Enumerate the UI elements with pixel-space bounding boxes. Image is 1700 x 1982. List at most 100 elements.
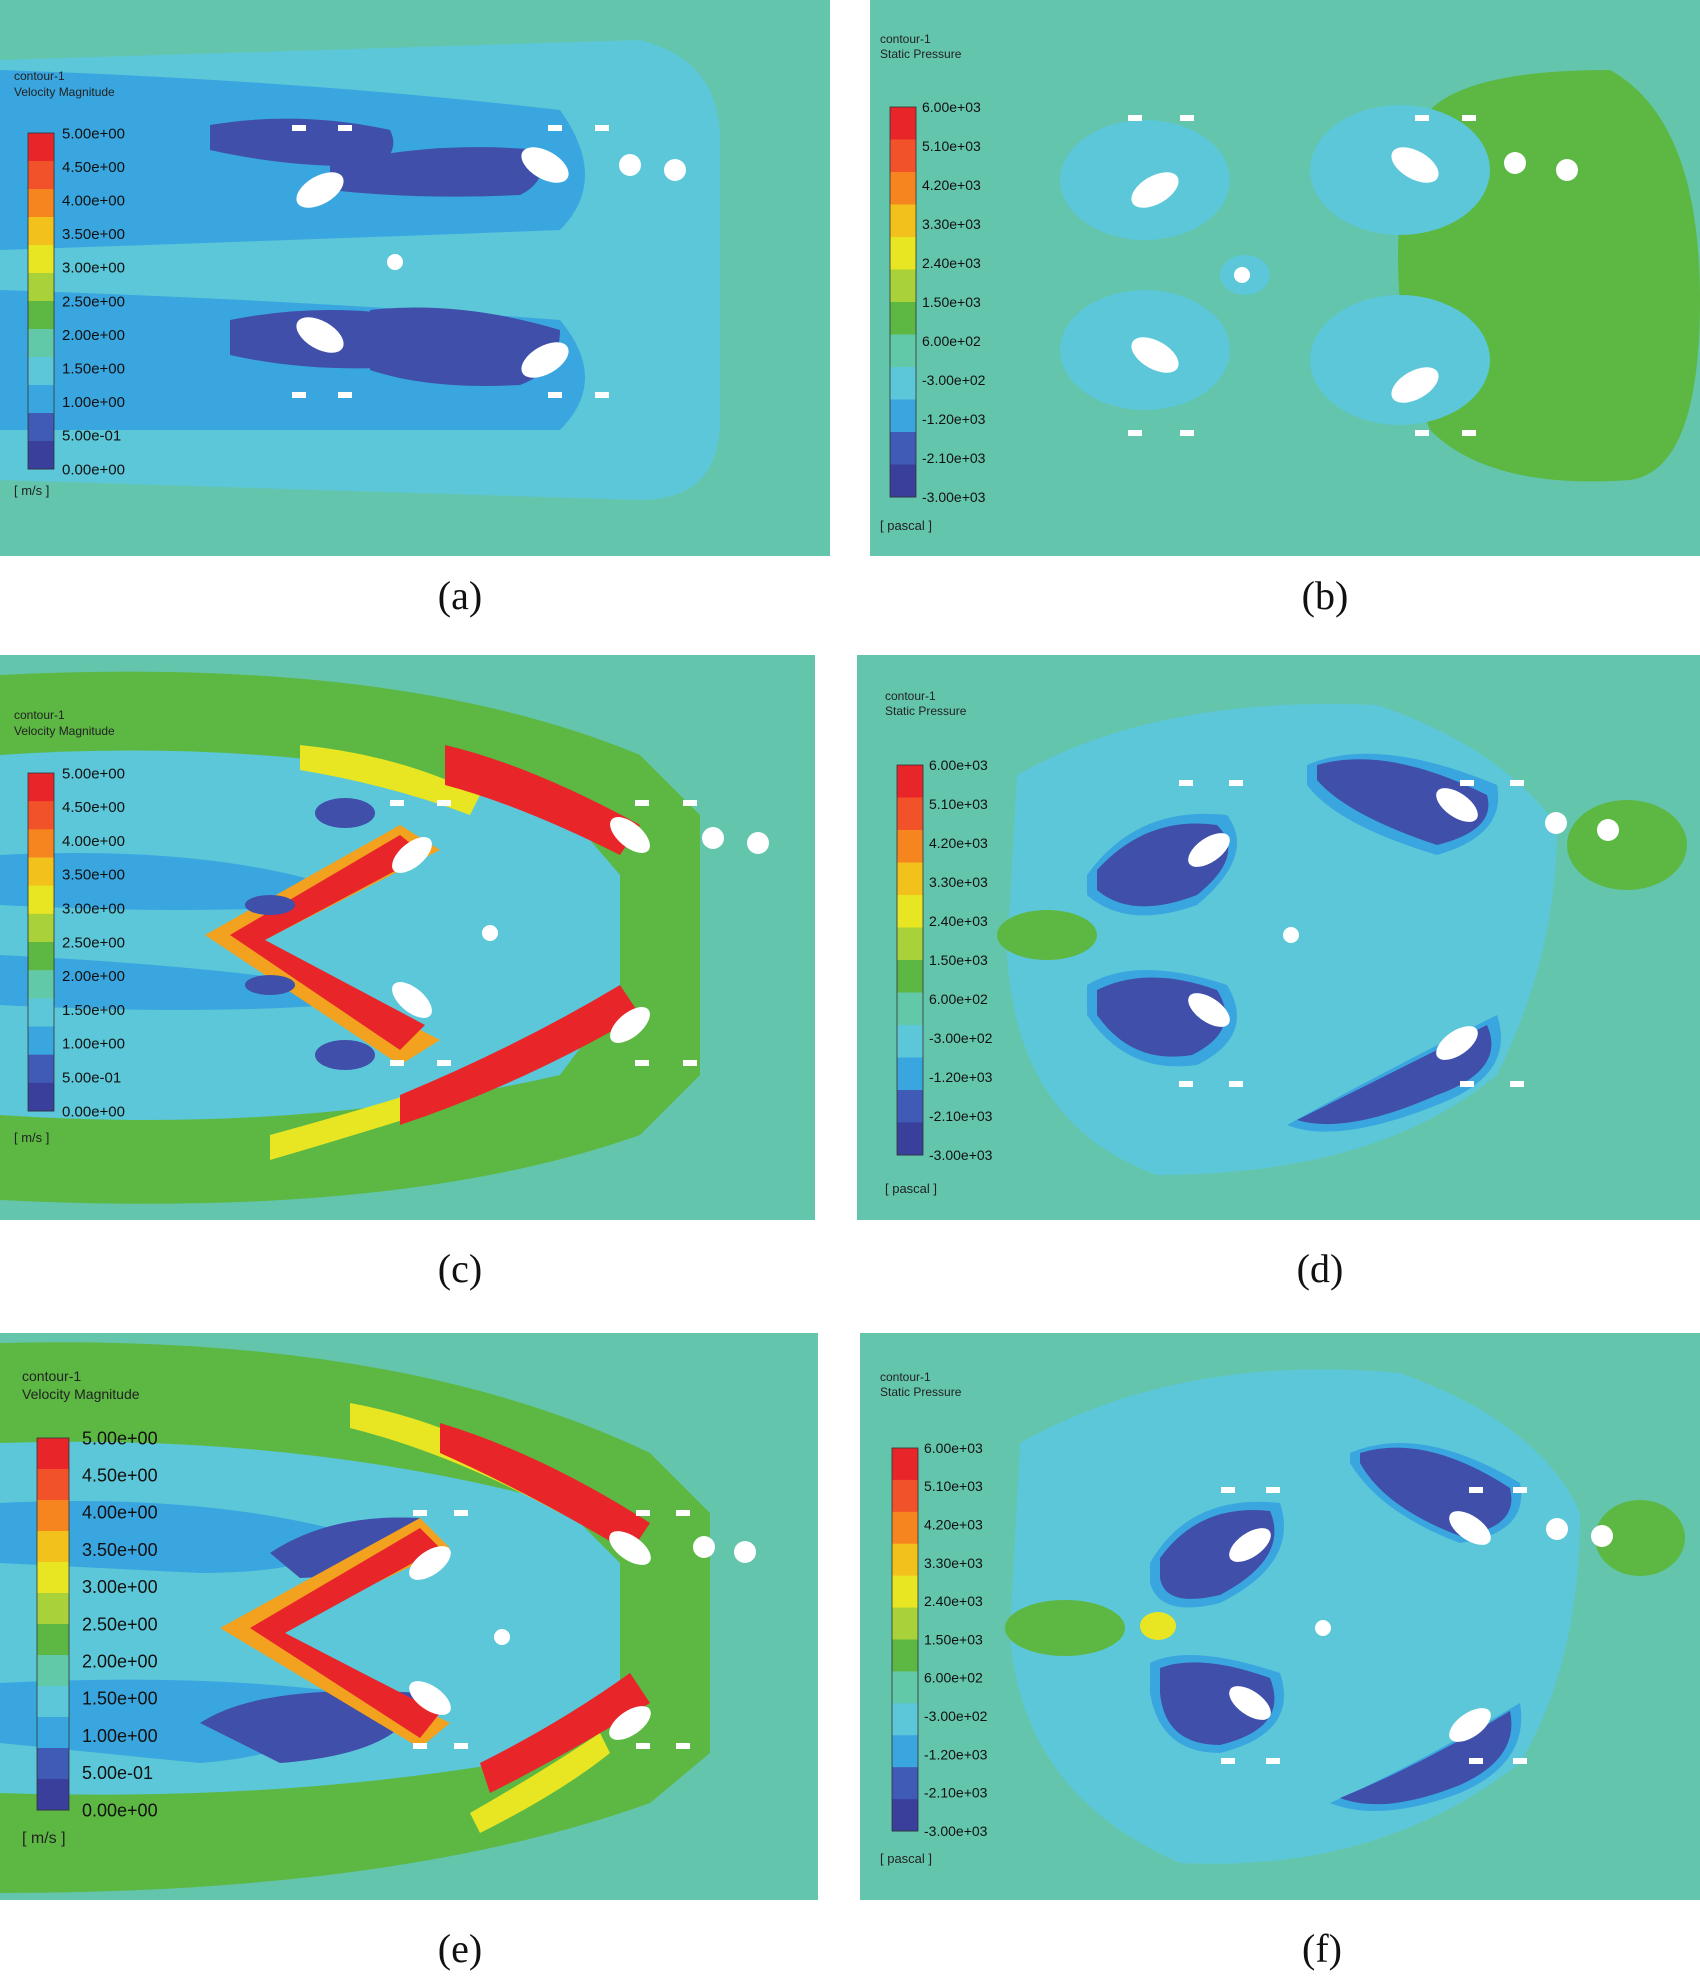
legend-unit: [ pascal ]	[880, 1851, 932, 1866]
colorbar-swatch	[37, 1469, 69, 1501]
colorbar	[27, 132, 55, 470]
field-jet-red-core	[250, 1528, 440, 1738]
field-jet-red-core	[445, 745, 640, 855]
field-low-pressure-cores	[1160, 1447, 1512, 1805]
colorbar-swatch	[37, 1686, 69, 1718]
colorbar-swatch	[897, 797, 923, 831]
field-high-pressure-zone	[1005, 1600, 1125, 1656]
colorbar-swatch	[28, 998, 54, 1027]
colorbar-tick-label: 6.00e+03	[922, 99, 981, 115]
colorbar	[27, 772, 55, 1112]
colorbar-ticks: 5.00e+00 4.50e+00 4.00e+00 3.50e+00 3.00e+00…	[62, 765, 125, 1120]
colorbar-tick-label: 4.50e+00	[62, 799, 125, 816]
colorbar-tick-label: 5.00e-01	[82, 1763, 153, 1783]
legend-d: contour-1 Static Pressure 6.00e+03 5.10e+…	[885, 689, 993, 1196]
colorbar-tick-label: 1.00e+00	[62, 1036, 125, 1053]
colorbar-tick-label: 2.40e+03	[929, 913, 988, 929]
colorbar-swatch	[37, 1438, 69, 1470]
colorbar-border	[896, 764, 924, 1156]
field-light-blue-region	[0, 750, 620, 1120]
colorbar-tick-label: 1.50e+00	[62, 360, 125, 377]
legend-name: contour-1	[22, 1368, 81, 1384]
obstacles	[292, 125, 686, 398]
legend-variable: Static Pressure	[880, 1385, 962, 1399]
colorbar-swatch	[897, 1057, 923, 1091]
colorbar-swatch	[28, 273, 54, 302]
colorbar-swatch	[28, 385, 54, 414]
caption-f: (f)	[1302, 1926, 1342, 1971]
colorbar-tick-label: 5.00e-01	[62, 1069, 121, 1086]
velocity-contour-c: contour-1 Velocity Magnitude 5.00e+00 4.5…	[0, 655, 815, 1220]
colorbar-tick-label: -1.20e+03	[924, 1746, 988, 1762]
panel-c: contour-1 Velocity Magnitude 5.00e+00 4.5…	[0, 655, 815, 1220]
colorbar-tick-label: 5.00e+00	[62, 125, 125, 142]
colorbar-swatch	[28, 413, 54, 442]
caption-d: (d)	[1296, 1246, 1344, 1291]
colorbar-tick-label: 3.50e+00	[62, 226, 125, 243]
colorbar-swatch	[892, 1511, 918, 1545]
colorbar-tick-label: 2.00e+00	[82, 1652, 158, 1672]
pressure-contour-b: contour-1 Static Pressure 6.00e+03 5.10e+…	[870, 0, 1700, 556]
colorbar-tick-label: -1.20e+03	[922, 411, 986, 427]
obstacles	[409, 1510, 756, 1749]
colorbar-swatch	[897, 992, 923, 1026]
colorbar-tick-label: 4.20e+03	[929, 835, 988, 851]
legend-unit: [ pascal ]	[885, 1181, 937, 1196]
legend-f: contour-1 Static Pressure 6.00e+03 5.10e+…	[880, 1370, 988, 1866]
panel-b: contour-1 Static Pressure 6.00e+03 5.10e+…	[870, 0, 1700, 556]
field-jet-red-core	[400, 985, 640, 1125]
colorbar-swatch	[892, 1448, 918, 1481]
caption-a: (a)	[437, 573, 483, 618]
legend-variable: Static Pressure	[885, 704, 967, 718]
colorbar-border	[27, 772, 55, 1112]
obstacles	[390, 800, 769, 1066]
colorbar-tick-label: -1.20e+03	[929, 1069, 993, 1085]
colorbar-tick-label: -2.10e+03	[922, 450, 986, 466]
velocity-contour-a: contour-1 Velocity Magnitude 5.00e+00 4.5…	[0, 0, 830, 556]
legend-variable: Velocity Magnitude	[14, 85, 115, 99]
colorbar-swatch	[28, 913, 54, 943]
colorbar-border	[889, 106, 917, 498]
colorbar-swatch	[28, 133, 54, 162]
colorbar-tick-label: 2.40e+03	[922, 255, 981, 271]
colorbar-swatch	[892, 1767, 918, 1800]
colorbar-tick-label: 6.00e+03	[924, 1440, 983, 1456]
colorbar-ticks: 5.00e+00 4.50e+00 4.00e+00 3.50e+00 3.00e+00…	[62, 125, 125, 478]
colorbar-swatch	[897, 895, 923, 928]
colorbar-swatch	[28, 217, 54, 246]
pressure-contour-f: contour-1 Static Pressure 6.00e+03 5.10e+…	[860, 1333, 1700, 1900]
colorbar-swatch	[28, 1082, 54, 1112]
field-jet-red-core	[440, 1423, 650, 1553]
colorbar-tick-label: 1.00e+00	[82, 1726, 158, 1746]
panel-d: contour-1 Static Pressure 6.00e+03 5.10e+…	[857, 655, 1700, 1220]
colorbar-swatch	[28, 857, 54, 887]
obstacles	[1128, 115, 1578, 436]
field-high-pressure-zone	[1595, 1500, 1685, 1576]
colorbar-tick-label: 4.00e+00	[62, 833, 125, 850]
colorbar-tick-label: 2.50e+00	[82, 1614, 158, 1634]
legend-unit: [ pascal ]	[880, 518, 932, 533]
colorbar-swatch	[28, 441, 54, 470]
colorbar-border	[891, 1447, 919, 1832]
colorbar-tick-label: 5.10e+03	[922, 138, 981, 154]
colorbar-tick-label: -3.00e+02	[924, 1708, 988, 1724]
field-high-pressure-zone	[997, 910, 1097, 960]
colorbar-tick-label: 3.30e+03	[924, 1555, 983, 1571]
legend-unit: [ m/s ]	[14, 1130, 49, 1145]
colorbar-swatch	[897, 862, 923, 896]
caption-b: (b)	[1301, 573, 1349, 618]
colorbar-tick-label: 0.00e+00	[62, 1103, 125, 1120]
colorbar-tick-label: 3.50e+00	[82, 1540, 158, 1560]
colorbar-tick-label: 4.00e+00	[62, 192, 125, 209]
colorbar-tick-label: 1.50e+00	[62, 1002, 125, 1019]
colorbar-swatch	[890, 204, 916, 238]
legend-a: contour-1 Velocity Magnitude 5.00e+00 4.5…	[14, 69, 125, 498]
colorbar-swatch	[890, 464, 916, 498]
field-stagnation-spot	[1140, 1612, 1176, 1640]
legend-c: contour-1 Velocity Magnitude 5.00e+00 4.5…	[14, 708, 125, 1145]
field-jet-yellow-band	[470, 1733, 610, 1833]
panel-e: contour-1 Velocity Magnitude 5.00e+00 4.5…	[0, 1333, 818, 1900]
colorbar-ticks: 6.00e+03 5.10e+03 4.20e+03 3.30e+03 2.40e+03…	[922, 99, 986, 505]
colorbar	[896, 764, 924, 1156]
colorbar-tick-label: 1.50e+00	[82, 1689, 158, 1709]
